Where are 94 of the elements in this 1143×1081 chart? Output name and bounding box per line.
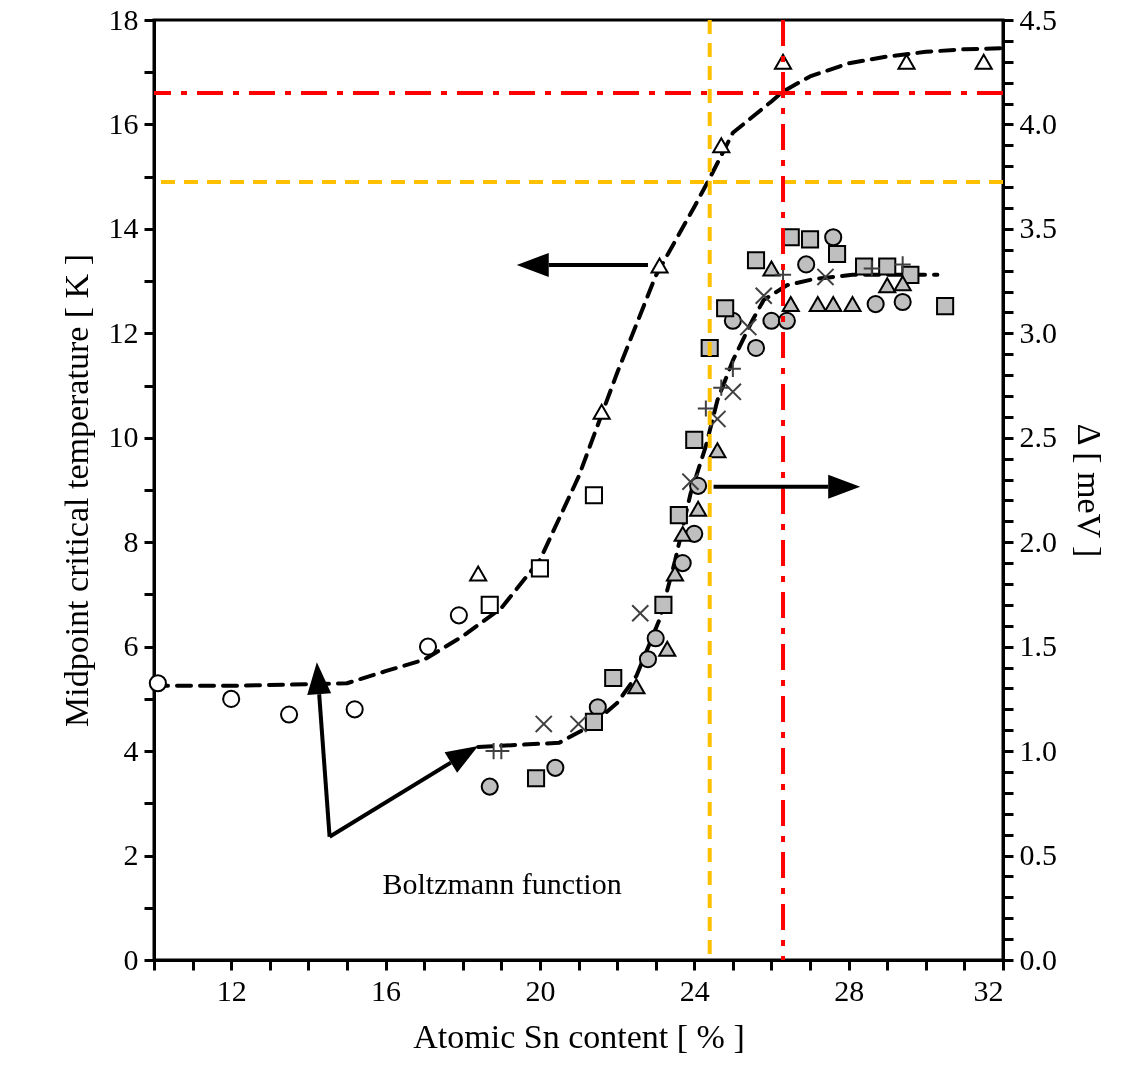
point	[843, 296, 862, 313]
y-tick-label: 18	[108, 2, 139, 36]
point	[754, 286, 773, 305]
y-tick-label: 8	[123, 524, 139, 558]
point	[800, 230, 820, 249]
x-tick-label: 20	[525, 973, 556, 1007]
annotation: Boltzmann function	[382, 866, 622, 900]
x-tick-label: 16	[371, 973, 402, 1007]
point	[808, 296, 827, 313]
point	[222, 689, 241, 708]
y2-tick-label: 2.5	[1019, 420, 1057, 454]
point	[739, 318, 758, 337]
point	[546, 758, 565, 777]
point	[480, 595, 499, 614]
point	[681, 472, 700, 491]
y-tick-label: 4	[123, 733, 139, 767]
point	[638, 650, 658, 669]
point	[280, 705, 299, 724]
point	[627, 678, 646, 695]
point	[762, 311, 781, 330]
y-tick-label: 16	[108, 106, 139, 140]
point	[893, 292, 912, 312]
y-tick-label: 14	[108, 211, 139, 245]
x-axis-title: Atomic Sn content [ % ]	[413, 1017, 745, 1055]
point	[418, 637, 438, 656]
point	[746, 251, 766, 270]
y2-tick-label: 4.5	[1019, 2, 1057, 36]
point	[708, 409, 727, 429]
point	[723, 359, 742, 378]
point	[530, 559, 549, 578]
point	[878, 257, 897, 276]
point	[665, 565, 685, 582]
y2-tick-label: 3.5	[1019, 211, 1057, 245]
point	[469, 565, 488, 582]
point	[673, 525, 692, 542]
point	[824, 228, 843, 247]
point	[893, 275, 912, 292]
point	[936, 297, 955, 316]
y2-tick-label: 2.0	[1019, 524, 1057, 558]
y-tick-label: 0	[123, 942, 139, 976]
point	[797, 255, 816, 274]
y2-tick-label: 0.0	[1019, 942, 1057, 976]
point	[584, 486, 603, 505]
point	[893, 255, 912, 274]
point	[526, 769, 546, 788]
point	[646, 629, 665, 648]
y-tick-label: 10	[108, 420, 139, 454]
point	[480, 777, 499, 796]
y-axis-title: Midpoint critical temperature [ K ]	[57, 254, 95, 727]
point	[650, 257, 669, 274]
point	[781, 296, 800, 313]
point	[569, 714, 588, 734]
point	[685, 430, 704, 449]
point	[673, 554, 692, 573]
y2-tick-label: 1.0	[1019, 733, 1057, 767]
y-tick-label: 6	[123, 629, 139, 663]
point	[592, 403, 611, 420]
point	[974, 53, 993, 70]
point	[669, 506, 688, 525]
point	[654, 595, 673, 614]
point	[708, 442, 727, 459]
x-tick-label: 24	[679, 973, 710, 1007]
point	[746, 338, 766, 357]
point	[716, 299, 735, 318]
point	[148, 674, 167, 693]
y2-tick-label: 0.5	[1019, 838, 1057, 872]
point	[604, 668, 623, 688]
point	[631, 604, 650, 623]
point	[658, 640, 677, 657]
y2-tick-label: 4.0	[1019, 106, 1057, 140]
y2-tick-label: 1.5	[1019, 629, 1057, 663]
y-tick-label: 2	[123, 838, 139, 872]
point	[828, 244, 847, 264]
x-tick-label: 12	[216, 973, 247, 1007]
point	[762, 260, 781, 277]
point	[866, 295, 885, 314]
point	[816, 267, 835, 286]
y2-axis-title: Δ [ meV ]	[1071, 423, 1108, 558]
point	[862, 259, 881, 278]
point	[534, 714, 553, 734]
point	[345, 700, 364, 719]
point	[712, 137, 731, 154]
point	[712, 378, 731, 397]
x-tick-label: 32	[973, 973, 1004, 1007]
point	[824, 296, 843, 313]
point	[689, 500, 708, 517]
point	[449, 606, 468, 625]
x-tick-label: 28	[834, 973, 865, 1007]
point	[878, 277, 897, 294]
point	[696, 399, 715, 418]
point	[584, 712, 603, 731]
point	[723, 382, 742, 401]
y-tick-label: 12	[108, 315, 139, 349]
y2-tick-label: 3.0	[1019, 315, 1057, 349]
